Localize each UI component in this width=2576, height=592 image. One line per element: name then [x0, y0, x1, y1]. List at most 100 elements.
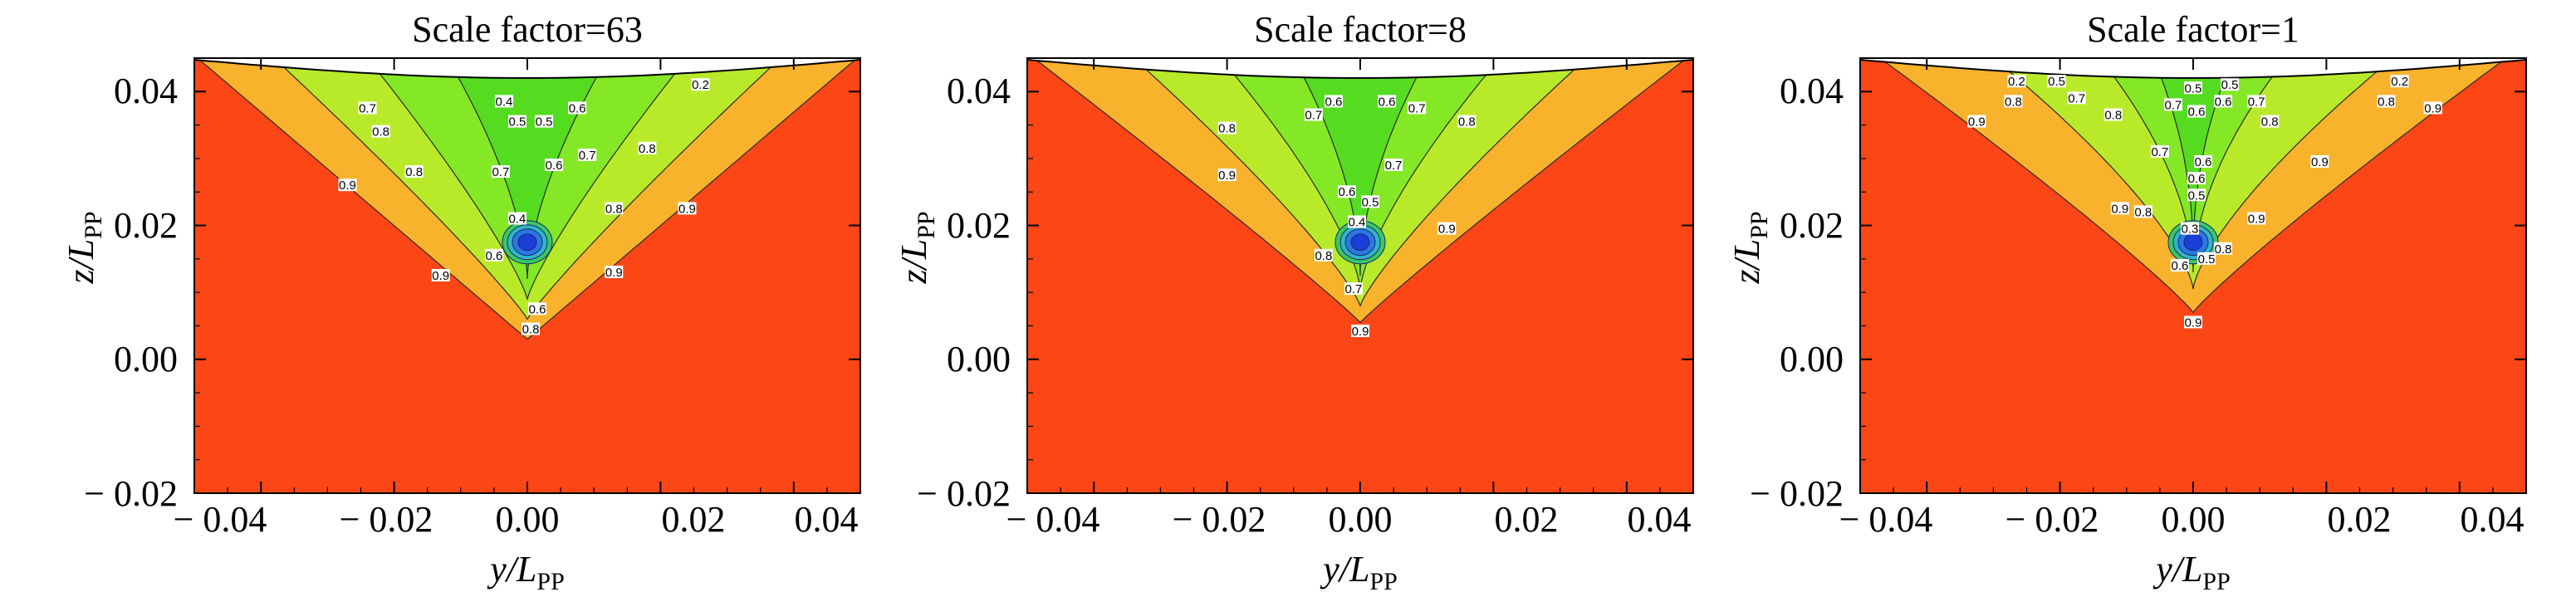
- contour-label-bg: [494, 95, 513, 108]
- contour-label-text: 0.2: [692, 78, 709, 92]
- contour-label: 0.3: [2180, 222, 2199, 237]
- vortex-core-contour: [2183, 233, 2203, 252]
- contour-label: 0.8: [2377, 95, 2396, 109]
- contour-label: 0.5: [535, 115, 554, 130]
- contour-label: 0.2: [2390, 75, 2409, 89]
- contour-label-bg: [1347, 215, 1366, 228]
- contour-label-text: 0.6: [2195, 155, 2212, 169]
- contour-label-text: 0.5: [2188, 188, 2206, 203]
- contour-label: 0.7: [2247, 95, 2266, 109]
- contour-label: 0.8: [2260, 115, 2280, 130]
- contour-label-text: 0.8: [1315, 249, 1332, 263]
- contour-label-bg: [2103, 108, 2123, 121]
- contour-label-text: 0.9: [678, 202, 696, 216]
- contour-label: 0.7: [2163, 98, 2182, 112]
- contour-label-text: 0.6: [2215, 95, 2232, 109]
- contour-label: 0.9: [431, 269, 450, 283]
- contour-label: 0.8: [2004, 95, 2023, 109]
- contour-plot-area: [1860, 58, 2526, 493]
- contour-label-bg: [605, 265, 624, 278]
- contour-label-text: 0.5: [2185, 81, 2202, 95]
- axis-ticks: [193, 57, 861, 494]
- contour-label: 0.7: [1408, 101, 1427, 115]
- x-tick-label: 0.00: [1329, 499, 1393, 540]
- contour-label-text: 0.8: [2378, 95, 2395, 109]
- contour-label-text: 0.7: [359, 101, 376, 115]
- contour-label-text: 0.6: [569, 101, 586, 115]
- contour-label-text: 0.3: [2182, 223, 2199, 237]
- contour-label-bg: [2133, 205, 2152, 218]
- contour-label: 0.6: [2170, 258, 2189, 273]
- contour-label-bg: [2194, 154, 2213, 168]
- contour-label-bg: [1337, 185, 1356, 198]
- x-tick-label: − 0.02: [340, 499, 433, 540]
- contour-label-bg: [638, 141, 657, 154]
- contour-label: 0.6: [2214, 95, 2233, 109]
- contour-label: 0.7: [1384, 158, 1403, 173]
- contour-label: 0.5: [2047, 75, 2066, 89]
- contour-label: 0.8: [2133, 205, 2152, 219]
- contour-label-bg: [2163, 98, 2182, 111]
- contour-label-bg: [2184, 81, 2202, 95]
- contour-label-text: 0.5: [509, 115, 526, 130]
- contour-label: 0.9: [338, 179, 357, 193]
- contour-label-bg: [507, 212, 526, 225]
- contour-label: 0.7: [1304, 108, 1323, 123]
- contour-label: 0.7: [1344, 282, 1363, 296]
- contour-label: 0.6: [484, 248, 503, 263]
- x-axis-label: y/LPP: [487, 549, 565, 592]
- panel-title: Scale factor=63: [412, 9, 643, 50]
- contour-label: 0.4: [494, 95, 513, 109]
- contour-label-text: 0.7: [2151, 145, 2168, 159]
- contour-label-bg: [2310, 154, 2329, 168]
- contour-label-bg: [2221, 78, 2240, 91]
- contour-label: 0.9: [1351, 324, 1369, 339]
- contour-label-bg: [1437, 222, 1457, 235]
- contour-label-text: 0.5: [1362, 195, 1379, 209]
- contour-label: 0.9: [2310, 154, 2329, 169]
- contour-label-text: 0.7: [1408, 101, 1426, 115]
- contour-label-bg: [2247, 212, 2266, 225]
- contour-label-bg: [1967, 115, 1986, 128]
- contour-label-text: 0.8: [605, 202, 623, 216]
- x-tick-label: − 0.04: [1006, 499, 1100, 540]
- contour-label: 0.6: [528, 302, 547, 316]
- contour-label-text: 0.2: [2008, 75, 2025, 89]
- contour-label-text: 0.7: [579, 149, 596, 163]
- y-tick-label: 0.04: [947, 71, 1011, 111]
- contour-label: 0.8: [522, 322, 541, 336]
- contour-label-bg: [2170, 258, 2189, 272]
- contour-label-text: 0.6: [485, 249, 502, 263]
- contour-label: 0.9: [1437, 222, 1457, 237]
- contour-label-text: 0.4: [496, 95, 513, 109]
- x-tick-label: 0.02: [2328, 499, 2392, 540]
- contour-label-bg: [2110, 202, 2129, 215]
- contour-label: 0.8: [1217, 121, 1237, 136]
- contour-label-bg: [1324, 95, 1343, 108]
- contour-label-bg: [678, 202, 697, 215]
- contour-plot-area: [194, 58, 860, 493]
- x-tick-label: 0.04: [1628, 499, 1692, 540]
- x-tick-label: − 0.04: [174, 499, 267, 540]
- contour-label-bg: [691, 78, 710, 91]
- contour-label-text: 0.7: [1345, 282, 1363, 296]
- y-tick-label: 0.04: [114, 71, 178, 111]
- contour-label-group: 0.2 0.4 0.5 0.5 0.6 0.7 0.8 0.6 0.7 0.7 0.8 0.8 0.9 0…: [338, 78, 710, 336]
- contour-label-text: 0.9: [2311, 155, 2329, 169]
- contour-label-bg: [2187, 105, 2206, 118]
- x-tick-label: 0.02: [662, 499, 726, 540]
- contour-label: 0.2: [2007, 75, 2026, 89]
- contour-label-bg: [522, 322, 541, 335]
- y-tick-label: 0.00: [947, 339, 1011, 379]
- contour-label-text: 0.9: [1352, 325, 1369, 339]
- contour-panel-2: Scale factor=8 0.6 0.6 0.70.70.8 0.80.70.90…: [894, 9, 1694, 592]
- contour-label-text: 0.9: [2424, 101, 2441, 115]
- contour-label: 0.6: [1378, 95, 1397, 109]
- contour-label: 0.9: [605, 265, 624, 280]
- contour-label: 0.9: [2110, 202, 2129, 216]
- contour-label: 0.7: [2150, 144, 2169, 159]
- x-tick-label: 0.04: [795, 499, 859, 540]
- contour-label: 0.5: [2221, 78, 2240, 92]
- contour-label: 0.9: [1967, 115, 1986, 130]
- contour-label: 0.4: [507, 212, 526, 226]
